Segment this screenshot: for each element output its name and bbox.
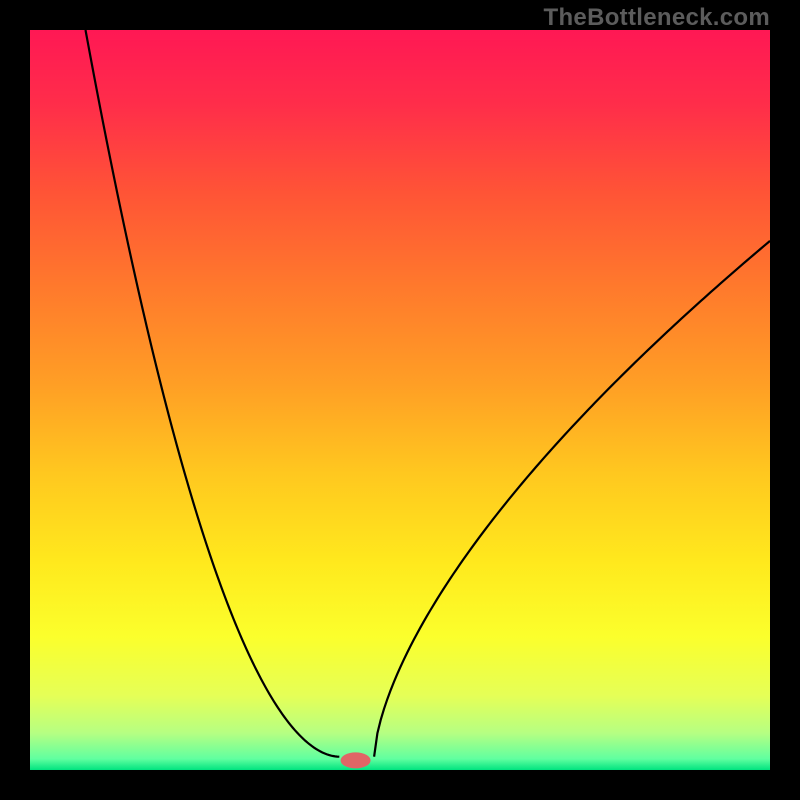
- chart-frame: TheBottleneck.com: [0, 0, 800, 800]
- gradient-background: [30, 30, 770, 770]
- minimum-marker: [341, 752, 371, 768]
- watermark-text: TheBottleneck.com: [544, 4, 770, 32]
- bottleneck-chart-svg: [30, 30, 770, 770]
- plot-area: [30, 30, 770, 770]
